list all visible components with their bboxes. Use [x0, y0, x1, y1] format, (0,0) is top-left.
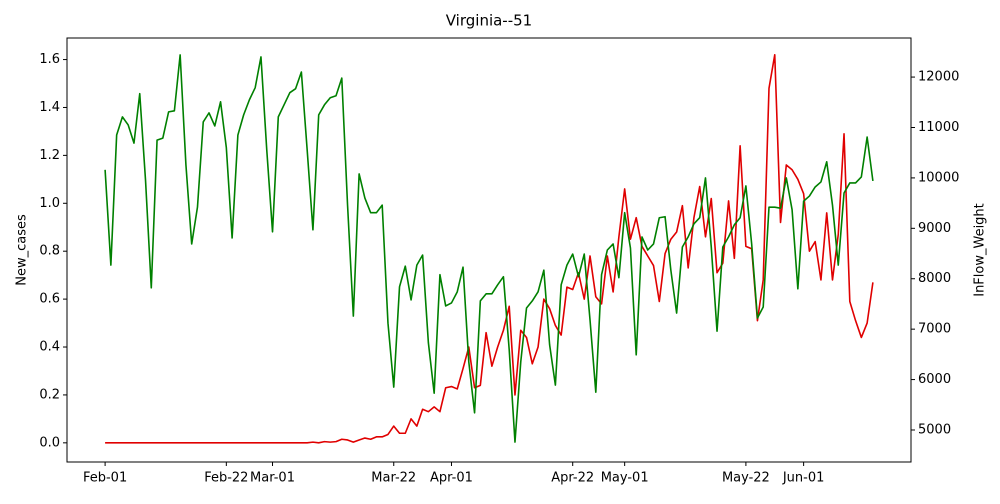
y-tick-label: 0.2 [39, 387, 60, 402]
y2-axis-label: InFlow_Weight [973, 203, 988, 297]
y-tick-label: 0.6 [39, 292, 60, 307]
y2-tick-label: 9000 [918, 221, 951, 236]
y-tick-label: 0.0 [39, 435, 60, 450]
y2-tick-label: 5000 [918, 422, 951, 437]
y-tick-label: 1.2 [39, 148, 60, 163]
x-tick-label: Feb-22 [204, 471, 248, 486]
x-tick-label: May-01 [601, 471, 649, 486]
y2-tick-label: 10000 [918, 170, 959, 185]
x-tick-label: Mar-01 [250, 471, 295, 486]
y-tick-label: 1.0 [39, 196, 60, 211]
y2-tick-label: 7000 [918, 322, 951, 337]
y-tick-label: 0.8 [39, 244, 60, 259]
x-tick-label: Apr-22 [551, 471, 594, 486]
x-tick-label: Apr-01 [430, 471, 473, 486]
series-line [104, 54, 874, 443]
y2-tick-label: 12000 [918, 70, 959, 85]
y2-tick-label: 11000 [918, 120, 959, 135]
x-tick-label: Jun-01 [782, 471, 825, 486]
y-tick-label: 1.4 [39, 100, 60, 115]
x-tick-label: Feb-01 [83, 471, 127, 486]
y-axis-label: New_cases [15, 214, 30, 286]
x-tick-label: May-22 [722, 471, 770, 486]
y2-tick-label: 6000 [918, 372, 951, 387]
y-tick-label: 1.6 [39, 52, 60, 67]
x-tick-label: Mar-22 [371, 471, 416, 486]
y-tick-label: 0.4 [39, 340, 60, 355]
plot-frame [66, 37, 912, 463]
series-line [105, 53, 874, 444]
y2-tick-label: 8000 [918, 271, 951, 286]
chart-title: Virginia--51 [446, 12, 532, 30]
